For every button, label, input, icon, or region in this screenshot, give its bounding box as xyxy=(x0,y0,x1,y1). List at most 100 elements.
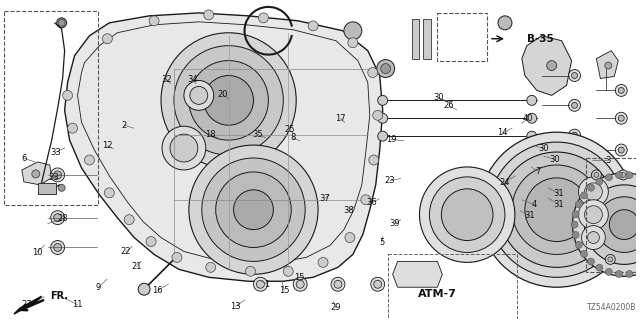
Circle shape xyxy=(547,60,557,70)
Circle shape xyxy=(344,22,362,40)
Circle shape xyxy=(588,258,595,265)
Bar xyxy=(412,19,419,59)
Circle shape xyxy=(51,241,65,254)
Circle shape xyxy=(527,131,537,141)
Circle shape xyxy=(584,185,640,264)
Circle shape xyxy=(204,10,214,20)
Circle shape xyxy=(374,280,381,288)
Circle shape xyxy=(575,241,582,248)
Text: 39: 39 xyxy=(389,219,400,228)
Polygon shape xyxy=(392,261,442,287)
Text: 24: 24 xyxy=(499,178,509,187)
Circle shape xyxy=(149,16,159,26)
Circle shape xyxy=(378,95,388,105)
Circle shape xyxy=(51,168,65,182)
Circle shape xyxy=(54,171,61,179)
Circle shape xyxy=(575,201,582,208)
Circle shape xyxy=(596,197,640,252)
Circle shape xyxy=(381,64,390,74)
Circle shape xyxy=(596,264,603,271)
Text: 38: 38 xyxy=(343,206,354,215)
Circle shape xyxy=(588,232,600,244)
Circle shape xyxy=(189,145,318,274)
Circle shape xyxy=(618,87,624,93)
Circle shape xyxy=(429,177,505,252)
Text: 30: 30 xyxy=(549,155,560,164)
Circle shape xyxy=(609,210,639,240)
Circle shape xyxy=(621,172,626,177)
Text: TZ54A0200B: TZ54A0200B xyxy=(587,303,636,312)
Circle shape xyxy=(293,277,307,291)
Circle shape xyxy=(605,62,612,69)
Text: 9: 9 xyxy=(96,283,101,292)
Text: 16: 16 xyxy=(152,286,163,295)
Text: 31: 31 xyxy=(524,211,534,220)
Circle shape xyxy=(58,19,65,26)
Circle shape xyxy=(588,184,595,191)
Circle shape xyxy=(84,155,95,165)
Text: 31: 31 xyxy=(553,189,564,198)
Circle shape xyxy=(234,190,273,229)
Text: 23: 23 xyxy=(385,176,396,185)
Polygon shape xyxy=(522,36,572,95)
Text: 3: 3 xyxy=(605,156,610,164)
Text: 17: 17 xyxy=(335,114,346,123)
Circle shape xyxy=(348,38,358,48)
Text: 12: 12 xyxy=(102,141,112,150)
Text: 8: 8 xyxy=(290,133,295,142)
Bar xyxy=(38,183,56,194)
Circle shape xyxy=(369,155,379,165)
Text: 33: 33 xyxy=(49,173,60,182)
Polygon shape xyxy=(65,13,383,281)
Circle shape xyxy=(419,167,515,262)
Circle shape xyxy=(605,268,612,275)
Polygon shape xyxy=(14,296,42,314)
Circle shape xyxy=(594,172,599,177)
Text: 30: 30 xyxy=(539,144,549,153)
Text: FR.: FR. xyxy=(50,291,68,301)
Polygon shape xyxy=(596,51,618,78)
Circle shape xyxy=(608,257,613,262)
Circle shape xyxy=(202,158,305,261)
Circle shape xyxy=(372,110,383,120)
Circle shape xyxy=(580,250,588,257)
Text: 6: 6 xyxy=(22,154,27,163)
Text: 19: 19 xyxy=(386,135,397,144)
Circle shape xyxy=(32,170,40,178)
Circle shape xyxy=(605,254,615,264)
Circle shape xyxy=(377,60,395,77)
Circle shape xyxy=(184,80,214,110)
Text: ATM-7: ATM-7 xyxy=(418,289,457,299)
Circle shape xyxy=(172,252,182,262)
Circle shape xyxy=(308,21,318,31)
Text: 5: 5 xyxy=(379,238,385,247)
Circle shape xyxy=(489,142,624,277)
Circle shape xyxy=(616,172,623,179)
Bar xyxy=(4,11,99,205)
Circle shape xyxy=(584,206,602,224)
Circle shape xyxy=(189,60,268,140)
Text: 1: 1 xyxy=(264,280,270,289)
Text: 33: 33 xyxy=(51,148,61,156)
Circle shape xyxy=(479,132,634,287)
Text: 34: 34 xyxy=(187,75,197,84)
Circle shape xyxy=(572,132,577,138)
Circle shape xyxy=(296,280,304,288)
Circle shape xyxy=(371,277,385,291)
Circle shape xyxy=(54,244,61,252)
Text: 7: 7 xyxy=(535,167,540,176)
Circle shape xyxy=(318,257,328,267)
Text: 14: 14 xyxy=(497,128,508,138)
Circle shape xyxy=(345,233,355,243)
Circle shape xyxy=(170,134,198,162)
Circle shape xyxy=(51,211,65,225)
Text: 29: 29 xyxy=(331,303,341,312)
Circle shape xyxy=(512,165,602,254)
Circle shape xyxy=(68,123,77,133)
Circle shape xyxy=(571,221,578,228)
Circle shape xyxy=(368,68,378,77)
Text: 22: 22 xyxy=(121,247,131,256)
Circle shape xyxy=(580,192,588,199)
Bar xyxy=(586,158,640,272)
Circle shape xyxy=(58,184,65,191)
